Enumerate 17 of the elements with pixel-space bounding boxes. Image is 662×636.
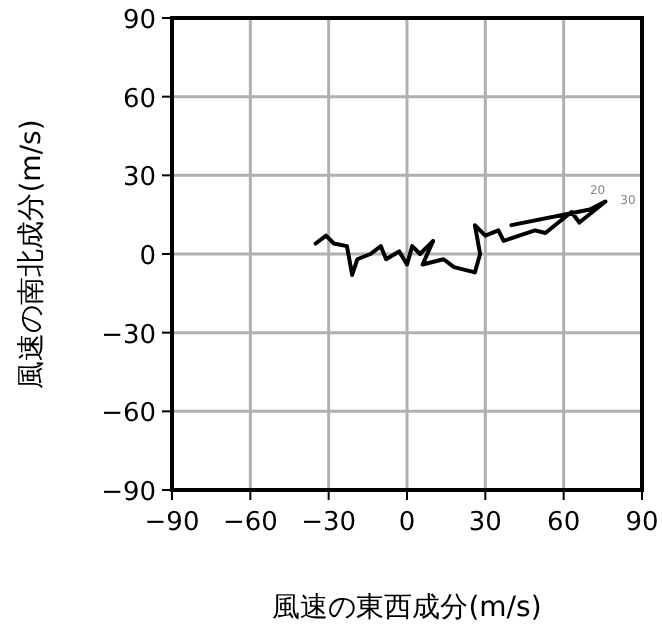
y-tick-label: 90 xyxy=(122,6,156,36)
x-axis-title: 風速の東西成分(m/s) xyxy=(272,592,542,624)
y-tick-label: −60 xyxy=(101,399,156,430)
x-tick-label: 0 xyxy=(398,508,416,538)
y-tick-label: 60 xyxy=(122,84,156,115)
x-tick-label: 60 xyxy=(547,508,581,538)
y-tick-label: 30 xyxy=(122,163,156,194)
x-tick-label: 90 xyxy=(625,508,659,538)
x-tick-label: −30 xyxy=(301,508,357,538)
y-tick-label: 0 xyxy=(139,242,156,272)
x-tick-label: 30 xyxy=(468,508,502,538)
line-series xyxy=(313,199,608,277)
y-tick-label: −90 xyxy=(101,478,156,508)
x-tick-label: −90 xyxy=(144,508,200,538)
y-tick-label: −30 xyxy=(101,320,156,351)
y-axis-title: 風速の南北成分(m/s) xyxy=(16,119,48,389)
x-tick-label: −60 xyxy=(222,508,278,538)
